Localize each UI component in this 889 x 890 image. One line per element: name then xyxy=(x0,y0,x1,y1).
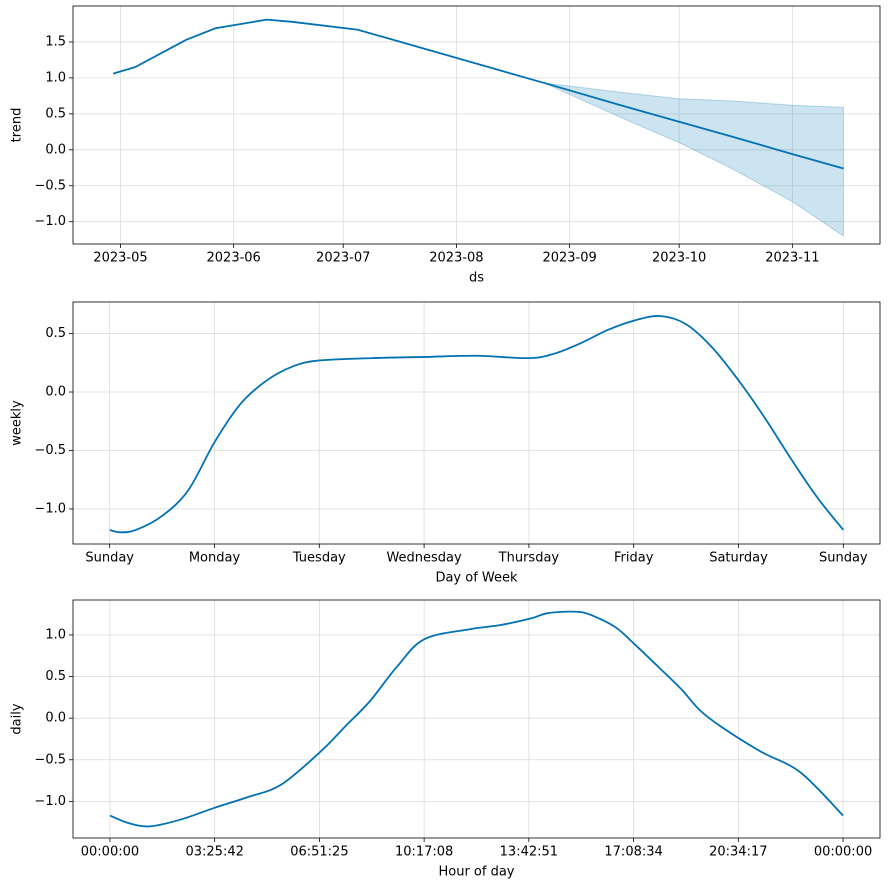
axes-frame xyxy=(72,5,881,245)
x-tick-label: Thursday xyxy=(498,551,560,566)
panel: −1.0 −0.5 0.0 0.5 Sunday Monday Tuesday Wednesd… xyxy=(10,301,881,586)
x-tick-label: 2023-11 xyxy=(765,251,819,266)
x-tick-label: Friday xyxy=(614,551,654,566)
line xyxy=(109,315,845,534)
axes-frame xyxy=(72,301,881,545)
x-tick-label: 00:00:00 xyxy=(814,845,872,860)
x-tick-label: Wednesday xyxy=(386,551,462,566)
x-tick-label: Sunday xyxy=(819,551,868,566)
y-tick-label: 0.5 xyxy=(45,326,66,341)
uncertainty-band xyxy=(543,82,844,238)
y-tick-label: −1.0 xyxy=(34,214,66,229)
x-tick-label: 2023-06 xyxy=(207,251,261,266)
x-axis-label: ds xyxy=(469,271,484,286)
y-tick-label: 0.0 xyxy=(45,385,66,400)
x-axis-label: Day of Week xyxy=(435,571,518,586)
x-axis-label: Hour of day xyxy=(438,865,514,880)
x-tick-label: 00:00:00 xyxy=(81,845,139,860)
panel: −1.0 −0.5 0.0 0.5 1.0 00:00:00 03:25:42 06:51:2… xyxy=(10,599,881,880)
line xyxy=(109,610,844,828)
y-tick-label: 0.0 xyxy=(45,142,66,157)
x-tick-label: 2023-08 xyxy=(429,251,483,266)
y-tick-label: 0.5 xyxy=(45,669,66,684)
x-tick-label: 10:17:08 xyxy=(395,845,453,860)
y-tick-label: −1.0 xyxy=(34,794,66,809)
axes-frame xyxy=(72,599,881,839)
x-tick-label: 20:34:17 xyxy=(709,845,767,860)
y-axis-label: trend xyxy=(10,108,25,143)
x-tick-label: 2023-10 xyxy=(652,251,706,266)
y-tick-label: −0.5 xyxy=(34,752,66,767)
x-tick-label: 2023-05 xyxy=(93,251,147,266)
y-tick-label: 1.5 xyxy=(45,34,66,49)
x-tick-label: 06:51:25 xyxy=(290,845,348,860)
x-tick-label: 13:42:51 xyxy=(500,845,558,860)
x-tick-label: Sunday xyxy=(85,551,134,566)
x-tick-label: 2023-07 xyxy=(316,251,370,266)
y-tick-label: 1.0 xyxy=(45,627,66,642)
y-axis-label: daily xyxy=(10,703,25,734)
x-tick-label: 2023-09 xyxy=(542,251,596,266)
y-tick-label: 1.0 xyxy=(45,70,66,85)
x-tick-label: 17:08:34 xyxy=(604,845,662,860)
y-tick-label: −0.5 xyxy=(34,443,66,458)
y-axis-label: weekly xyxy=(10,400,25,446)
panel: −1.0 −0.5 0.0 0.5 1.0 1.5 2023-05 2023-06 2023-0… xyxy=(10,5,881,286)
x-tick-label: 03:25:42 xyxy=(185,845,243,860)
x-tick-label: Monday xyxy=(189,551,241,566)
line xyxy=(112,18,844,170)
x-tick-label: Tuesday xyxy=(292,551,346,566)
y-tick-label: −0.5 xyxy=(34,178,66,193)
y-tick-label: 0.0 xyxy=(45,711,66,726)
x-tick-label: Saturday xyxy=(709,551,768,566)
y-tick-label: −1.0 xyxy=(34,501,66,516)
y-tick-label: 0.5 xyxy=(45,106,66,121)
